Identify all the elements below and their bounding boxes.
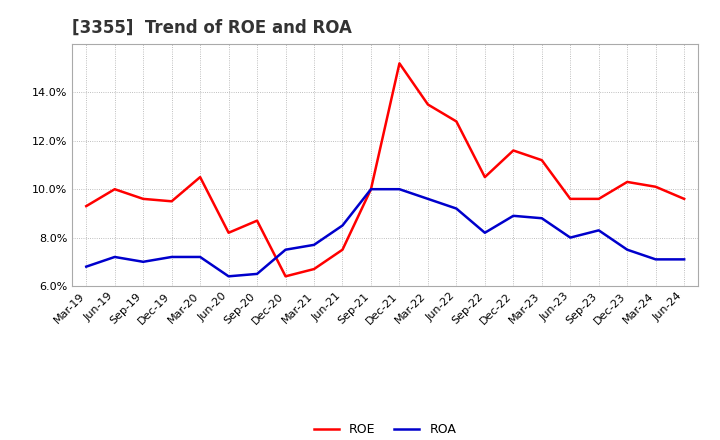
ROE: [139, 196, 148, 202]
ROE: [167, 199, 176, 204]
ROA: [623, 247, 631, 253]
ROE: [282, 274, 290, 279]
ROE: [310, 267, 318, 272]
ROE: [225, 230, 233, 235]
ROE: [680, 196, 688, 202]
ROA: [680, 257, 688, 262]
ROE: [338, 247, 347, 253]
ROE: [566, 196, 575, 202]
ROE: [480, 174, 489, 180]
ROA: [253, 271, 261, 277]
Line: ROE: ROE: [86, 63, 684, 276]
ROA: [452, 206, 461, 211]
ROE: [82, 203, 91, 209]
ROA: [366, 187, 375, 192]
ROE: [452, 119, 461, 124]
ROE: [423, 102, 432, 107]
ROA: [509, 213, 518, 219]
ROE: [623, 179, 631, 184]
ROE: [395, 61, 404, 66]
ROA: [167, 254, 176, 260]
Legend: ROE, ROA: ROE, ROA: [309, 418, 462, 440]
ROA: [652, 257, 660, 262]
Line: ROA: ROA: [86, 189, 684, 276]
ROA: [139, 259, 148, 264]
ROA: [566, 235, 575, 240]
ROE: [253, 218, 261, 224]
ROA: [225, 274, 233, 279]
ROE: [509, 148, 518, 153]
ROA: [395, 187, 404, 192]
ROA: [338, 223, 347, 228]
ROE: [366, 187, 375, 192]
ROA: [595, 228, 603, 233]
ROA: [537, 216, 546, 221]
ROE: [537, 158, 546, 163]
ROE: [196, 174, 204, 180]
ROA: [480, 230, 489, 235]
ROA: [282, 247, 290, 253]
ROE: [110, 187, 119, 192]
ROE: [652, 184, 660, 189]
ROA: [310, 242, 318, 247]
ROA: [423, 196, 432, 202]
ROA: [110, 254, 119, 260]
ROE: [595, 196, 603, 202]
Text: [3355]  Trend of ROE and ROA: [3355] Trend of ROE and ROA: [72, 19, 352, 37]
ROA: [196, 254, 204, 260]
ROA: [82, 264, 91, 269]
